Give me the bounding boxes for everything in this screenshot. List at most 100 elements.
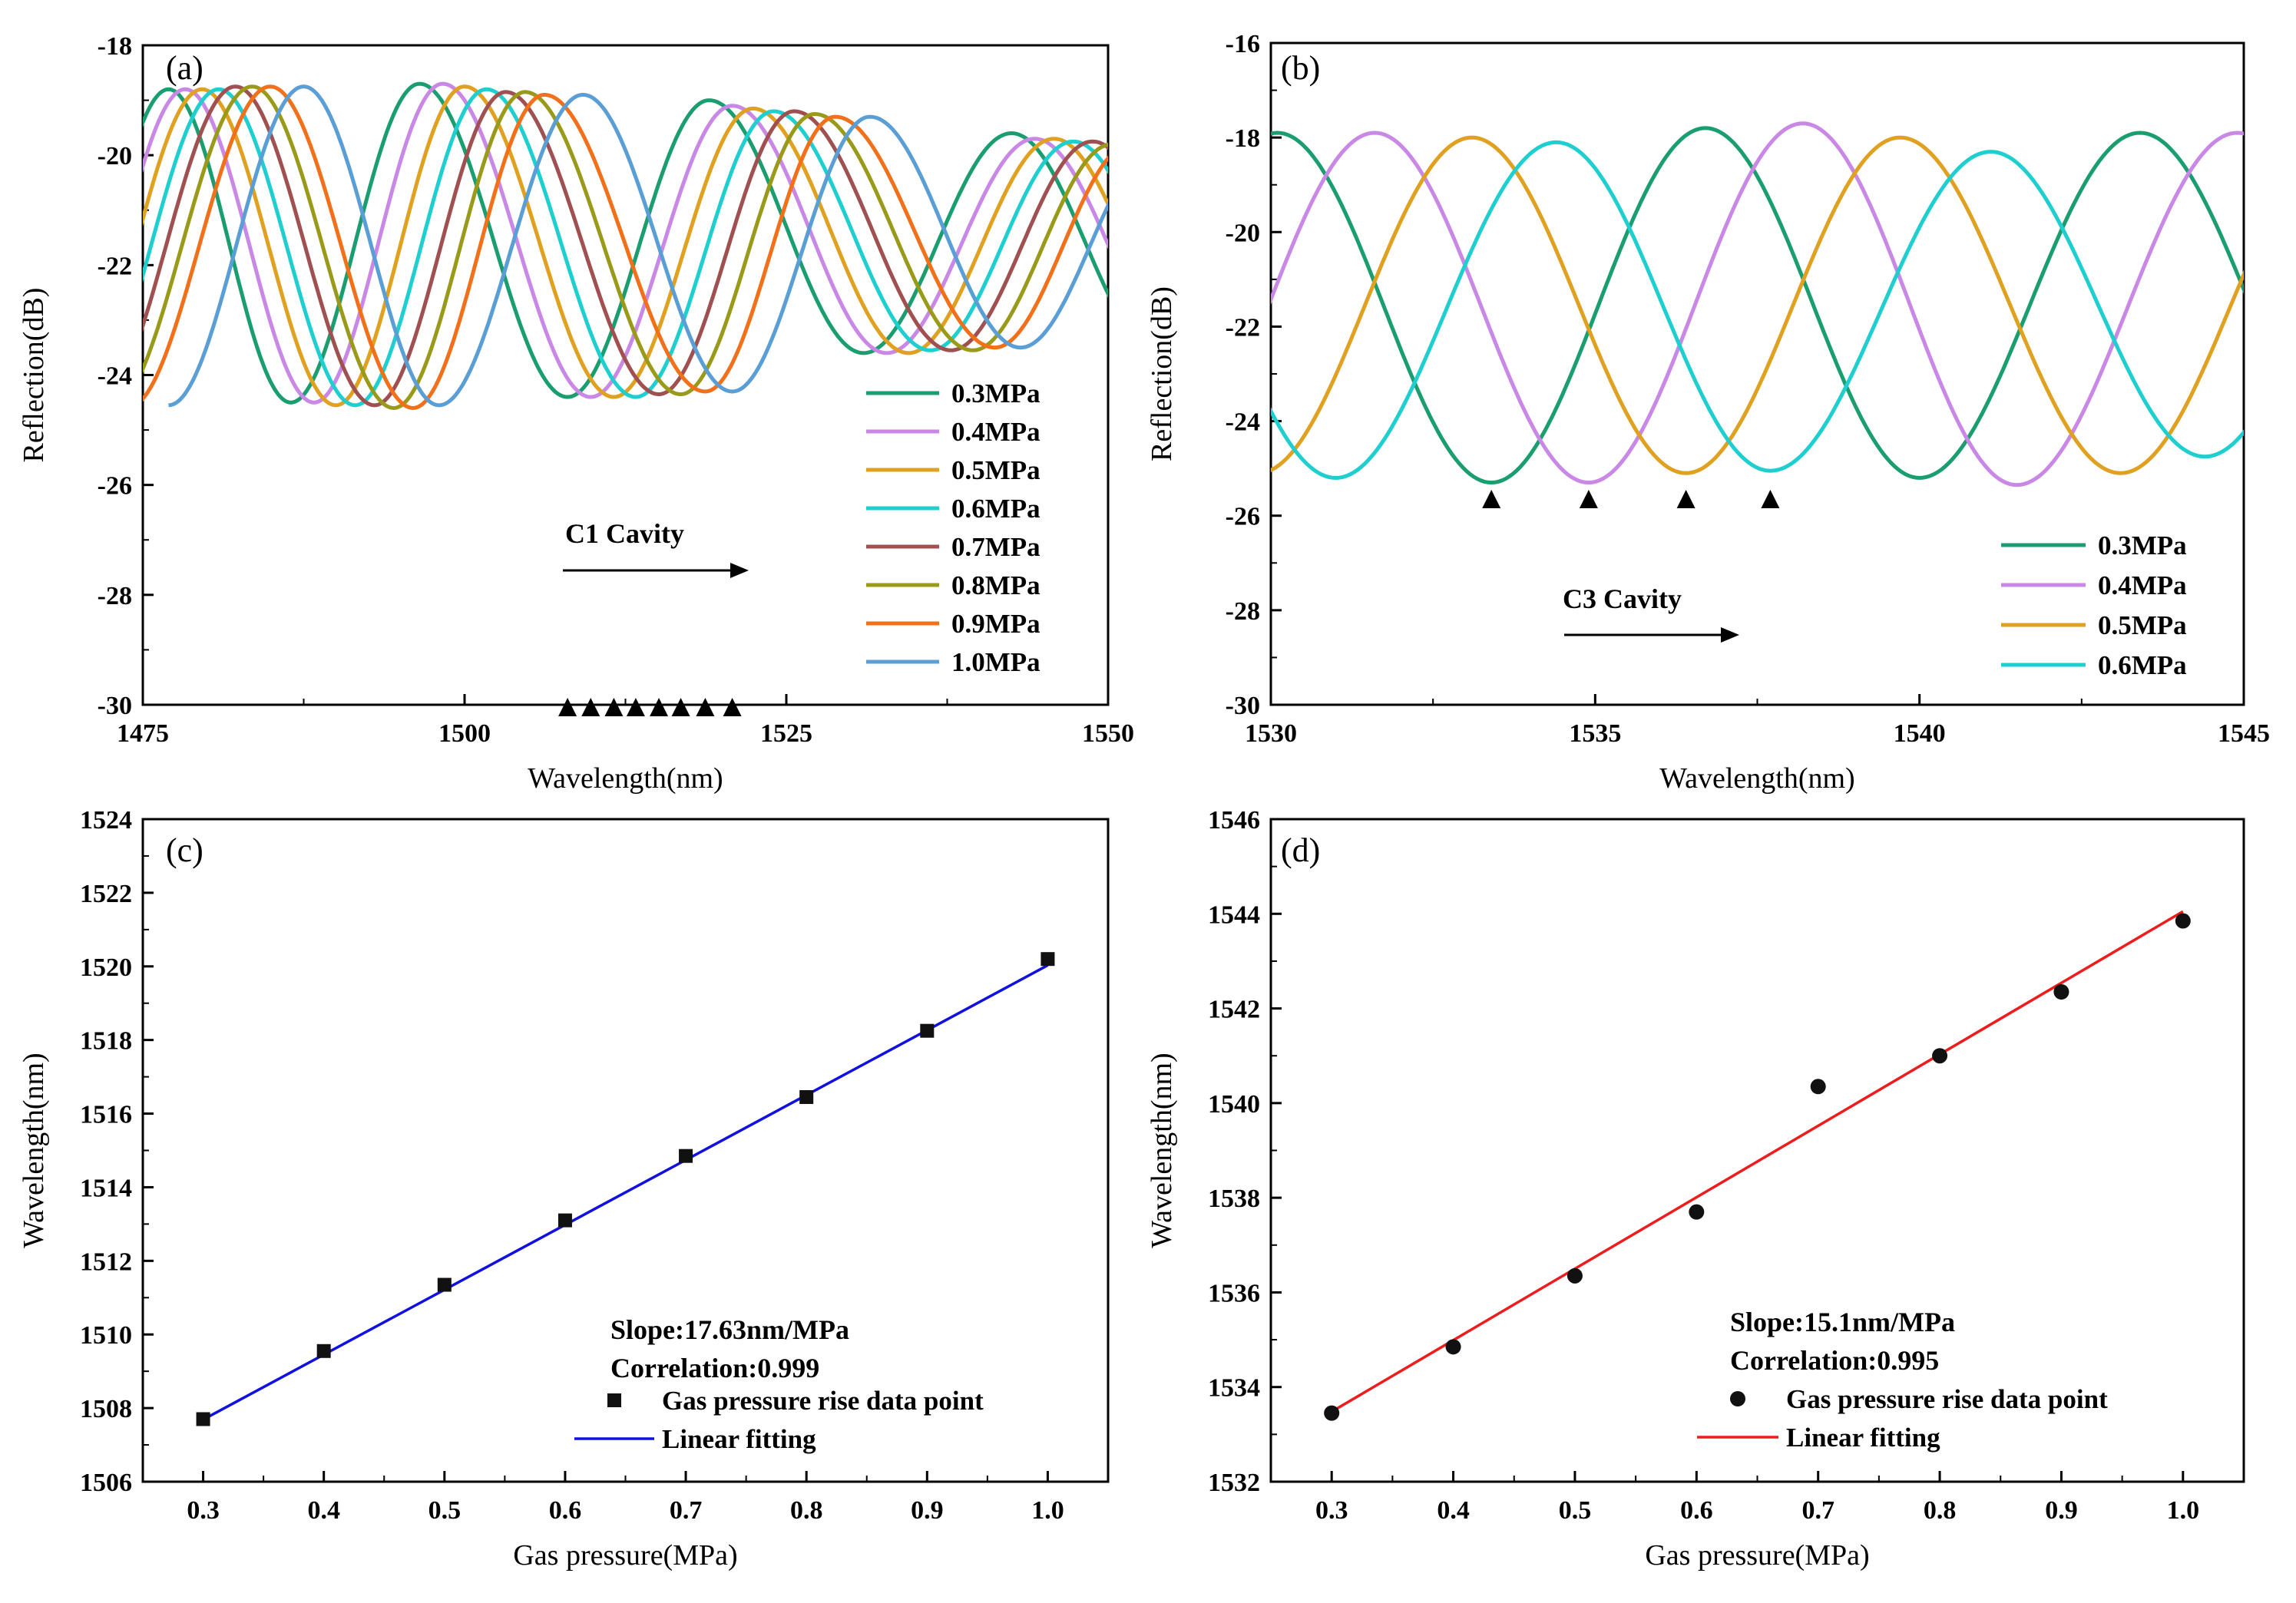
legend-label: 0.6MPa bbox=[2098, 650, 2187, 680]
valley-marker-triangle bbox=[1482, 490, 1501, 508]
valley-marker-triangle bbox=[558, 698, 577, 716]
x-tick-label: 1545 bbox=[2218, 719, 2270, 748]
y-tick-label: 1524 bbox=[80, 806, 132, 835]
data-point bbox=[1567, 1268, 1583, 1284]
legend-label-fit: Linear fitting bbox=[1786, 1423, 1940, 1453]
y-tick-label: 1520 bbox=[80, 954, 132, 982]
x-tick-label: 1475 bbox=[117, 719, 169, 748]
series-line-1.0MPa bbox=[168, 84, 1108, 408]
curves bbox=[1271, 121, 2244, 488]
valley-marker-triangle bbox=[650, 698, 669, 716]
x-tick-label: 1540 bbox=[1894, 719, 1946, 748]
x-tick-label: 0.5 bbox=[428, 1496, 462, 1525]
plot-frame bbox=[1269, 818, 2245, 1483]
legend-label: 0.7MPa bbox=[951, 532, 1040, 562]
x-tick-label: 0.5 bbox=[1559, 1496, 1592, 1525]
y-tick-label: 1510 bbox=[80, 1321, 132, 1350]
panel-b-spectrum-c3: 1530 1535 1540 1545 -30 -28 -26 -24 -22 -20 -18 -16… bbox=[1146, 30, 2270, 795]
linear-fit-line bbox=[202, 963, 1049, 1421]
data-point bbox=[316, 1344, 331, 1358]
y-tick-label: 1538 bbox=[1208, 1185, 1260, 1213]
data-point bbox=[679, 1149, 693, 1163]
data-point bbox=[2053, 983, 2069, 1000]
series-line-0.6MPa bbox=[143, 87, 1108, 408]
legend-label: 1.0MPa bbox=[951, 647, 1040, 677]
legend-label: 0.5MPa bbox=[951, 455, 1040, 485]
valley-marker-triangle bbox=[696, 698, 715, 716]
x-tick-label: 0.6 bbox=[1680, 1496, 1713, 1525]
x-tick-label: 0.4 bbox=[1437, 1496, 1470, 1525]
cavity-annotation: C1 Cavity bbox=[565, 518, 684, 549]
y-tick-label: 1516 bbox=[80, 1101, 132, 1129]
y-tick-label: -30 bbox=[98, 692, 132, 720]
slope-annotation: Slope:15.1nm/MPa bbox=[1730, 1307, 1955, 1337]
valley-marker-triangle bbox=[604, 698, 624, 716]
y-tick-label: -20 bbox=[98, 142, 132, 170]
y-tick-label: -28 bbox=[98, 582, 132, 610]
panel-label: (a) bbox=[166, 49, 203, 87]
x-tick-label: 0.4 bbox=[307, 1496, 340, 1525]
x-tick-label: 1.0 bbox=[2167, 1496, 2200, 1525]
valley-marker-triangle bbox=[626, 698, 645, 716]
panel-a-spectrum-c1: 1475 1500 1525 1550 -30 -28 -26 -24 -22 -20 -18 Wav… bbox=[18, 32, 1134, 795]
data-point bbox=[920, 1023, 935, 1038]
x-tick-label: 0.7 bbox=[670, 1496, 703, 1525]
x-tick-label: 1530 bbox=[1245, 719, 1297, 748]
x-tick-label: 0.7 bbox=[1801, 1496, 1834, 1525]
curves bbox=[143, 81, 1108, 411]
y-tick-label: 1522 bbox=[80, 880, 132, 908]
x-tick-label: 1535 bbox=[1569, 719, 1621, 748]
annotation-arrow-head bbox=[1721, 627, 1739, 643]
y-tick-label: 1532 bbox=[1208, 1469, 1260, 1497]
valley-marker-triangle bbox=[723, 698, 742, 716]
x-axis-label: Wavelength(nm) bbox=[1659, 762, 1854, 795]
y-tick-label: 1534 bbox=[1208, 1374, 1260, 1403]
y-tick-label: -24 bbox=[1226, 408, 1260, 437]
correlation-annotation: Correlation:0.995 bbox=[1730, 1345, 1939, 1376]
legend-label: 0.4MPa bbox=[951, 417, 1040, 447]
x-tick-label: 0.6 bbox=[549, 1496, 582, 1525]
y-axis-label: Reflection(dB) bbox=[18, 288, 50, 463]
y-tick-label: -30 bbox=[1226, 692, 1260, 720]
y-axis-label: Reflection(dB) bbox=[1146, 286, 1178, 461]
y-tick-label: -22 bbox=[98, 252, 132, 280]
y-axis-label: Wavelength(nm) bbox=[1146, 1053, 1178, 1248]
x-axis-label: Gas pressure(MPa) bbox=[1645, 1539, 1869, 1572]
panel-label: (d) bbox=[1281, 831, 1320, 869]
series-line-0.5MPa bbox=[143, 84, 1108, 408]
x-tick-label: 0.8 bbox=[1924, 1496, 1957, 1525]
x-tick-label: 0.9 bbox=[911, 1496, 944, 1525]
y-axis-label: Wavelength(nm) bbox=[18, 1053, 50, 1248]
y-tick-label: -20 bbox=[1226, 219, 1260, 247]
legend-symbol-point bbox=[1730, 1391, 1745, 1406]
legend-label: 0.6MPa bbox=[951, 494, 1040, 524]
y-tick-label: 1536 bbox=[1208, 1279, 1260, 1307]
y-tick-label: -18 bbox=[98, 32, 132, 61]
legend-symbol-point bbox=[607, 1393, 621, 1407]
series-line-0.9MPa bbox=[143, 84, 1108, 411]
series-line-0.3MPa bbox=[1271, 126, 2244, 485]
linear-fit-line bbox=[1331, 910, 2184, 1413]
series-line-0.6MPa bbox=[1271, 140, 2244, 481]
legend-label: 0.3MPa bbox=[2098, 530, 2187, 560]
data-point bbox=[799, 1089, 814, 1104]
y-tick-label: -24 bbox=[98, 362, 132, 391]
x-tick-label: 0.3 bbox=[1315, 1496, 1348, 1525]
x-axis-label: Wavelength(nm) bbox=[528, 762, 723, 795]
data-point bbox=[1932, 1048, 1948, 1064]
panel-label: (c) bbox=[166, 831, 203, 869]
y-tick-label: 1506 bbox=[80, 1469, 132, 1497]
y-tick-label: 1546 bbox=[1208, 806, 1260, 835]
series-line-0.3MPa bbox=[143, 81, 1108, 405]
legend-label-fit: Linear fitting bbox=[662, 1424, 816, 1454]
legend-label: 0.5MPa bbox=[2098, 610, 2187, 640]
data-point bbox=[557, 1213, 572, 1228]
x-tick-label: 1550 bbox=[1082, 719, 1134, 748]
y-tick-label: -28 bbox=[1226, 597, 1260, 626]
legend-label-points: Gas pressure rise data point bbox=[662, 1386, 984, 1416]
y-tick-label: -26 bbox=[98, 472, 132, 501]
x-tick-label: 0.3 bbox=[187, 1496, 220, 1525]
legend-label: 0.3MPa bbox=[951, 378, 1040, 408]
series-line-0.4MPa bbox=[143, 81, 1108, 405]
valley-marker-triangle bbox=[671, 698, 690, 716]
